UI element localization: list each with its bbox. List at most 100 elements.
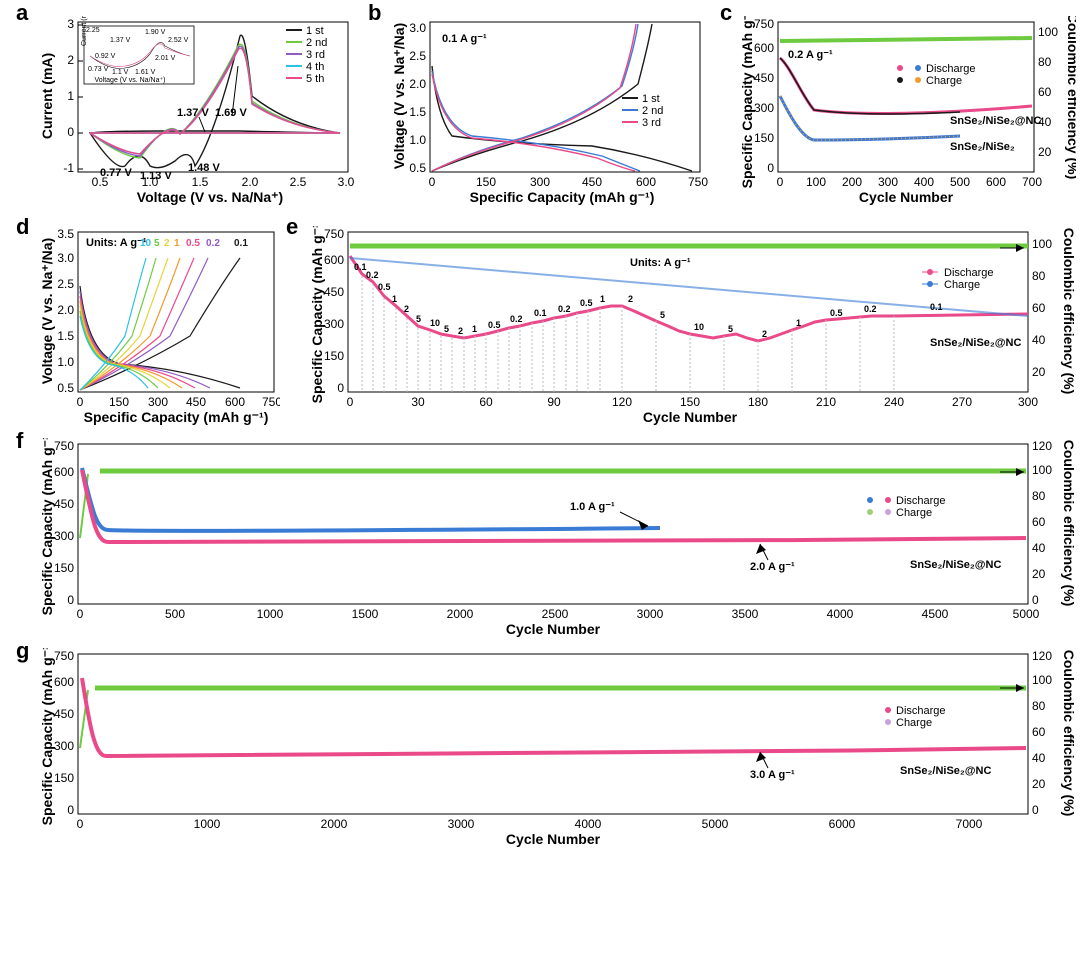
svg-text:0.2: 0.2 (864, 304, 877, 314)
svg-text:80: 80 (1032, 489, 1046, 503)
svg-text:0: 0 (1032, 593, 1039, 607)
svg-text:0: 0 (67, 803, 74, 817)
svg-text:0.1: 0.1 (354, 262, 367, 272)
svg-text:20: 20 (1032, 777, 1046, 791)
panel-f-xlabel: Cycle Number (506, 621, 601, 637)
svg-text:600: 600 (986, 175, 1006, 189)
panel-g-ann2: SnSe₂/NiSe₂@NC (900, 765, 991, 777)
svg-text:300: 300 (878, 175, 898, 189)
panel-b-note: 0.1 A g⁻¹ (442, 33, 487, 45)
svg-text:1: 1 (796, 318, 801, 328)
svg-text:1.5: 1.5 (409, 105, 426, 119)
panel-label-f: f (16, 428, 23, 454)
svg-text:1: 1 (600, 294, 605, 304)
svg-text:2: 2 (628, 294, 633, 304)
svg-text:5: 5 (444, 324, 449, 334)
svg-text:0.5: 0.5 (57, 381, 74, 395)
svg-text:2: 2 (164, 238, 170, 249)
svg-text:600: 600 (54, 675, 74, 689)
svg-text:80: 80 (1038, 55, 1052, 69)
svg-text:0: 0 (777, 175, 784, 189)
svg-text:2.0: 2.0 (57, 303, 74, 317)
svg-text:2.25: 2.25 (86, 27, 100, 34)
svg-text:450: 450 (582, 175, 602, 189)
svg-text:0.77 V: 0.77 V (100, 167, 132, 179)
svg-text:1.0: 1.0 (57, 355, 74, 369)
svg-text:Discharge: Discharge (896, 705, 946, 717)
svg-text:0.5: 0.5 (378, 282, 391, 292)
svg-text:1 st: 1 st (642, 93, 660, 105)
svg-text:1.13 V: 1.13 V (140, 170, 172, 182)
svg-text:3000: 3000 (448, 817, 475, 831)
panel-g-ann1: 3.0 A g⁻¹ (750, 769, 795, 781)
svg-text:0: 0 (77, 395, 84, 409)
svg-text:1.0: 1.0 (409, 133, 426, 147)
svg-text:5 th: 5 th (306, 73, 324, 85)
svg-text:40: 40 (1032, 751, 1046, 765)
svg-text:0: 0 (77, 607, 84, 621)
panel-e: 0 150 300 450 600 750 20 40 60 80 100 0 … (310, 226, 1074, 416)
svg-text:4000: 4000 (575, 817, 602, 831)
panel-label-b: b (368, 0, 381, 26)
svg-text:150: 150 (324, 349, 344, 363)
panel-a: -1 0 1 2 3 0.5 1.0 1.5 2.0 2.5 3.0 Curre… (40, 16, 360, 186)
svg-text:Charge: Charge (944, 279, 980, 291)
svg-text:80: 80 (1032, 269, 1046, 283)
svg-text:2 nd: 2 nd (306, 37, 327, 49)
svg-text:300: 300 (54, 529, 74, 543)
svg-text:3000: 3000 (637, 607, 664, 621)
svg-text:750: 750 (754, 17, 774, 31)
svg-text:60: 60 (1032, 301, 1046, 315)
svg-text:2.0: 2.0 (409, 77, 426, 91)
svg-text:100: 100 (1032, 463, 1052, 477)
panel-c-ylabel: Specific Capacity (mAh g⁻¹) (740, 16, 755, 188)
svg-text:3.0: 3.0 (409, 21, 426, 35)
svg-text:3: 3 (67, 17, 74, 31)
svg-text:20: 20 (1032, 365, 1046, 379)
svg-text:3.5: 3.5 (57, 227, 74, 241)
panel-e-legend: Discharge Charge (922, 267, 994, 291)
panel-g-ylabel2: Coulombic efficiency (%) (1061, 650, 1074, 816)
svg-text:450: 450 (54, 497, 74, 511)
panel-b-ylabel: Voltage (V vs. Na⁺/Na) (392, 23, 407, 169)
panel-f-ylabel2: Coulombic efficiency (%) (1061, 440, 1074, 606)
svg-text:2 nd: 2 nd (642, 105, 663, 117)
svg-text:0: 0 (429, 175, 436, 189)
svg-text:5: 5 (154, 238, 160, 249)
panel-c-ylabel2: Coulombic efficiency (%) (1065, 16, 1076, 179)
panel-b: 0.5 1.0 1.5 2.0 2.5 3.0 0 150 300 450 60… (392, 16, 712, 186)
svg-text:3 rd: 3 rd (306, 49, 325, 61)
svg-text:400: 400 (914, 175, 934, 189)
svg-text:3 rd: 3 rd (642, 117, 661, 129)
svg-text:0.1: 0.1 (930, 302, 943, 312)
svg-text:0.1: 0.1 (534, 308, 547, 318)
panel-label-d: d (16, 214, 29, 240)
svg-text:1.37 V: 1.37 V (177, 107, 209, 119)
svg-text:0.5: 0.5 (186, 238, 200, 249)
svg-text:5000: 5000 (702, 817, 729, 831)
svg-text:20: 20 (1038, 145, 1052, 159)
svg-text:60: 60 (1032, 515, 1046, 529)
panel-f-ann3: SnSe₂/NiSe₂@NC (910, 559, 1001, 571)
panel-c-ann1: SnSe₂/NiSe₂@NC (950, 115, 1041, 127)
svg-text:2.52 V: 2.52 V (168, 37, 189, 44)
svg-text:1.5: 1.5 (57, 329, 74, 343)
svg-text:5: 5 (660, 310, 665, 320)
panel-c-legend: Discharge Charge (897, 63, 976, 87)
panel-c-note: 0.2 A g⁻¹ (788, 49, 833, 61)
svg-text:7000: 7000 (956, 817, 983, 831)
svg-text:60: 60 (1038, 85, 1052, 99)
svg-text:Discharge: Discharge (926, 63, 976, 75)
svg-text:200: 200 (842, 175, 862, 189)
svg-text:0.5: 0.5 (580, 298, 593, 308)
svg-text:300: 300 (1018, 395, 1038, 409)
svg-text:10: 10 (140, 238, 152, 249)
svg-text:300: 300 (148, 395, 168, 409)
svg-text:0.2: 0.2 (206, 238, 220, 249)
svg-text:0: 0 (337, 381, 344, 395)
svg-text:0.2: 0.2 (366, 270, 379, 280)
svg-text:3.0: 3.0 (338, 175, 355, 189)
svg-text:1: 1 (392, 294, 397, 304)
svg-text:450: 450 (54, 707, 74, 721)
panel-a-legend: 1 st 2 nd 3 rd 4 th 5 th (286, 25, 327, 85)
